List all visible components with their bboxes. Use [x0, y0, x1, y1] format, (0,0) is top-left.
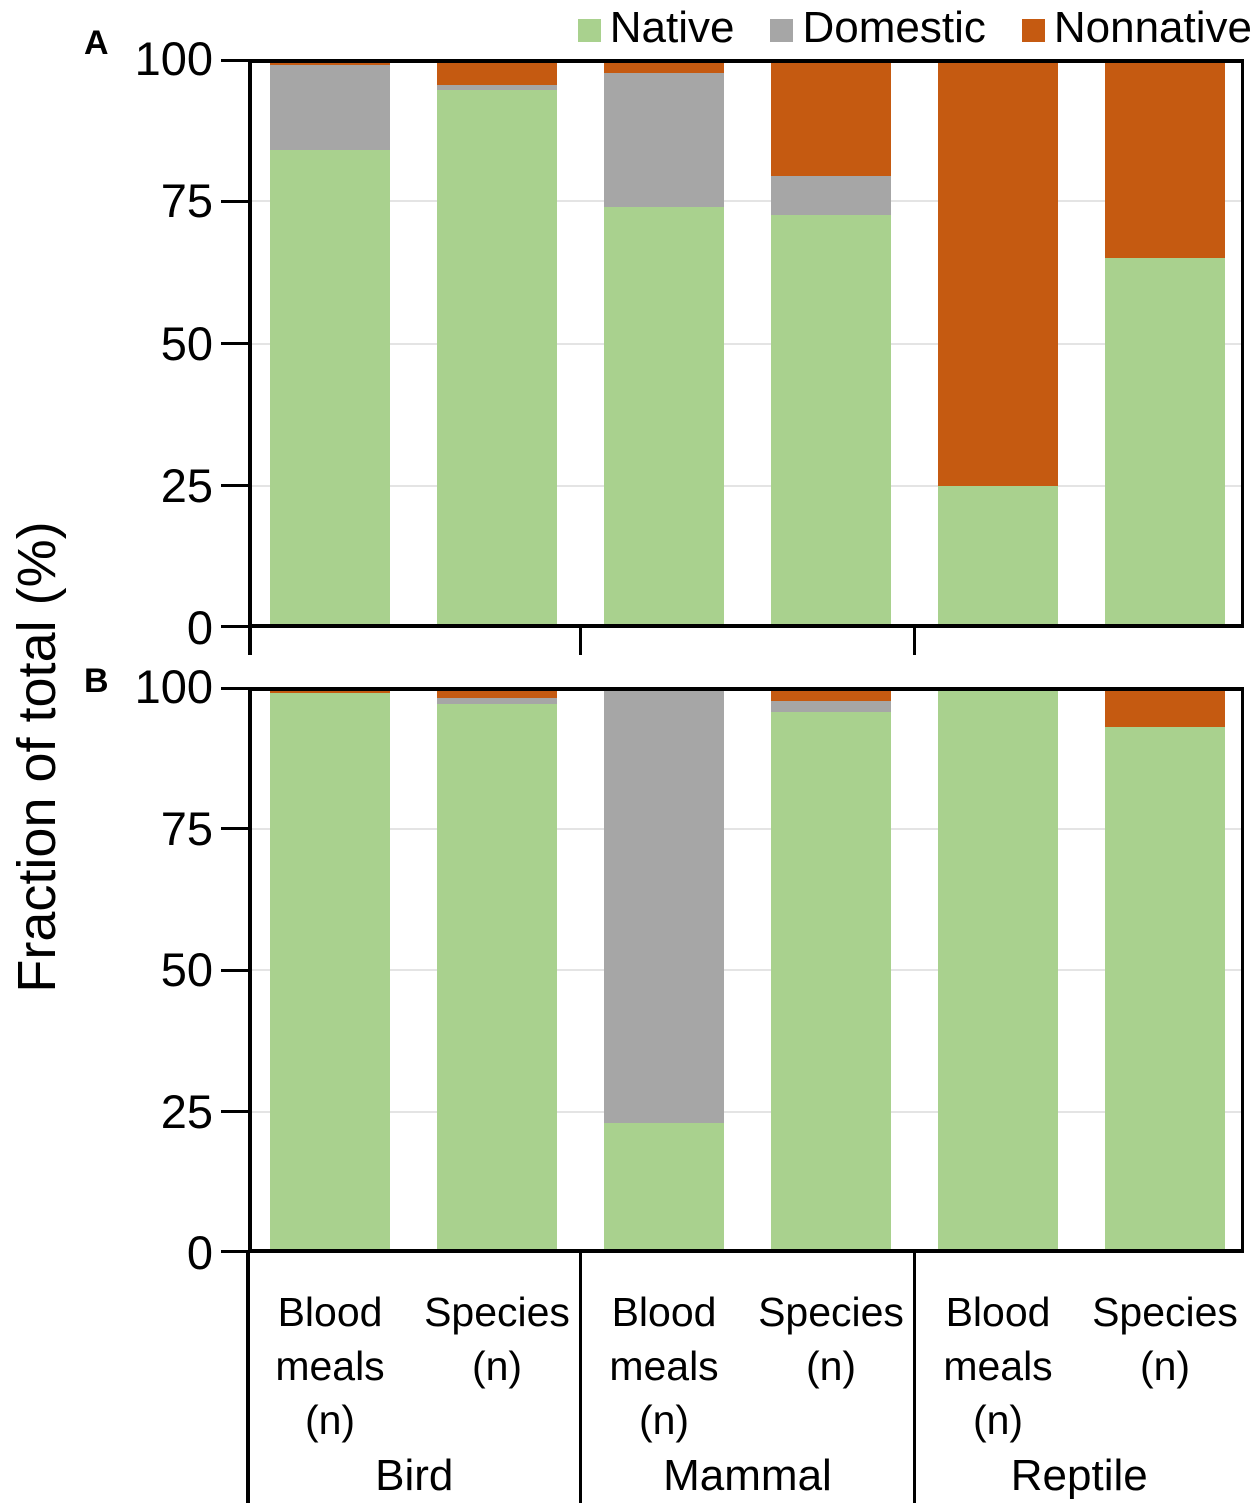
panel-a-plot-area: 0 25 50 75 100 [135, 32, 1244, 655]
gridline-50 [248, 969, 1244, 971]
group-label-reptile: Reptile [1010, 1451, 1148, 1500]
y-tick-50 [221, 342, 248, 345]
y-tick-100 [221, 687, 248, 690]
bar-a-mammal-species-n--native-segment [771, 215, 891, 628]
x-axis-label-area: Blood meals (n) Species (n) Blood meals (n… [0, 1253, 1254, 1503]
nonnative-swatch-icon [1021, 18, 1045, 42]
native-swatch-icon [577, 18, 601, 42]
y-tick-label-25: 25 [160, 458, 213, 512]
bar-b-mammal-species-n--domestic-segment [771, 701, 891, 713]
legend: Native Domestic Nonnative [577, 3, 1252, 52]
panel-a-label: A [84, 24, 109, 62]
y-tick-label-100: 100 [134, 32, 213, 85]
bar-b-bird-species-n--nonnative-segment [437, 687, 557, 699]
panel-b-plot-area: 0 25 50 75 100 [135, 660, 1244, 1279]
bar-b-bird-species-n--native-segment [437, 703, 557, 1253]
bar-a-reptile-species-n--nonnative-segment [1105, 59, 1225, 259]
legend-item-nonnative: Nonnative [1021, 3, 1252, 52]
group-tick-2 [913, 628, 916, 655]
gridline-75 [248, 827, 1244, 830]
bar-b-bird-blood-meals-n--native-segment [270, 692, 390, 1253]
bar-a-reptile-species-n--native-segment [1105, 258, 1225, 628]
y-tick-0 [221, 1250, 248, 1253]
y-tick-label-75: 75 [160, 174, 213, 228]
y-axis-line [248, 59, 252, 628]
column-label-3: Species (n) [758, 1289, 904, 1389]
gridline-25 [248, 484, 1244, 487]
bar-a-mammal-blood-meals-n--domestic-segment [604, 73, 724, 207]
bar-b-mammal-blood-meals-n--domestic-segment [604, 687, 724, 1123]
bar-b-reptile-species-n--nonnative-segment [1105, 687, 1225, 727]
y-tick-label-25: 25 [160, 1084, 213, 1138]
panel-b-label: B [84, 662, 109, 700]
y-tick-50 [221, 968, 248, 972]
column-label-0: Blood meals (n) [275, 1289, 385, 1443]
y-tick-0 [221, 625, 248, 628]
y-tick-label-50: 50 [160, 316, 213, 370]
y-tick-label-0: 0 [186, 1226, 213, 1279]
category-divider-2 [913, 1253, 916, 1503]
legend-label-nonnative: Nonnative [1053, 3, 1252, 52]
bar-a-mammal-species-n--domestic-segment [771, 175, 891, 216]
y-tick-75 [221, 199, 248, 203]
column-label-2: Blood meals (n) [609, 1289, 719, 1443]
bar-b-bird-species-n--domestic-segment [437, 698, 557, 704]
bar-a-bird-species-n--native-segment [437, 90, 557, 628]
gridline-50 [248, 342, 1244, 345]
y-axis-line [248, 687, 252, 1253]
bar-a-bird-blood-meals-n--domestic-segment [270, 64, 390, 151]
column-label-5: Species (n) [1092, 1289, 1238, 1389]
y-tick-label-100: 100 [134, 660, 213, 713]
bar-a-reptile-blood-meals-n--nonnative-segment [938, 59, 1058, 486]
bar-b-mammal-species-n--native-segment [771, 712, 891, 1253]
plot-top-border [248, 687, 1244, 691]
group-label-bird: Bird [375, 1451, 454, 1500]
column-label-1: Species (n) [424, 1289, 570, 1389]
bar-a-reptile-blood-meals-n--native-segment [938, 485, 1058, 628]
column-label-4: Blood meals (n) [943, 1289, 1053, 1443]
y-tick-label-50: 50 [160, 943, 213, 996]
x-axis-line [248, 1249, 1244, 1253]
legend-label-native: Native [609, 3, 735, 52]
bar-a-bird-blood-meals-n--native-segment [270, 150, 390, 628]
bar-a-bird-species-n--domestic-segment [437, 84, 557, 91]
group-label-mammal: Mammal [663, 1451, 832, 1500]
y-tick-75 [221, 827, 248, 830]
gridline-25 [248, 1110, 1244, 1113]
bar-b-mammal-blood-meals-n--native-segment [604, 1122, 724, 1253]
bar-a-mammal-species-n--nonnative-segment [771, 59, 891, 176]
category-divider-1 [579, 1253, 582, 1503]
legend-item-domestic: Domestic [770, 3, 986, 52]
category-divider-0 [246, 1253, 250, 1503]
group-tick-1 [579, 628, 582, 655]
y-tick-25 [221, 484, 248, 488]
group-tick-0 [248, 628, 252, 655]
domestic-swatch-icon [770, 18, 794, 42]
bar-a-bird-species-n--nonnative-segment [437, 59, 557, 85]
plot-right-border [1241, 59, 1244, 628]
bar-b-reptile-species-n--native-segment [1105, 726, 1225, 1253]
plot-top-border [248, 59, 1244, 63]
y-tick-label-75: 75 [160, 801, 213, 855]
legend-item-native: Native [577, 3, 735, 52]
plot-right-border [1241, 687, 1244, 1253]
y-tick-25 [221, 1110, 248, 1113]
bar-b-reptile-blood-meals-n--native-segment [938, 687, 1058, 1253]
legend-label-domestic: Domestic [802, 3, 986, 52]
x-axis-line [248, 624, 1244, 628]
gridline-75 [248, 200, 1244, 203]
y-axis-title: Fraction of total (%) [7, 521, 67, 993]
y-tick-label-0: 0 [186, 601, 213, 654]
bar-a-mammal-blood-meals-n--native-segment [604, 206, 724, 628]
y-tick-100 [221, 59, 248, 62]
